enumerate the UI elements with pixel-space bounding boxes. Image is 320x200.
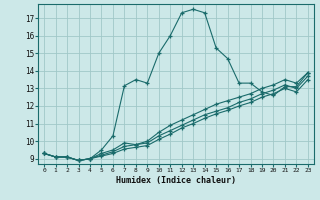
- X-axis label: Humidex (Indice chaleur): Humidex (Indice chaleur): [116, 176, 236, 185]
